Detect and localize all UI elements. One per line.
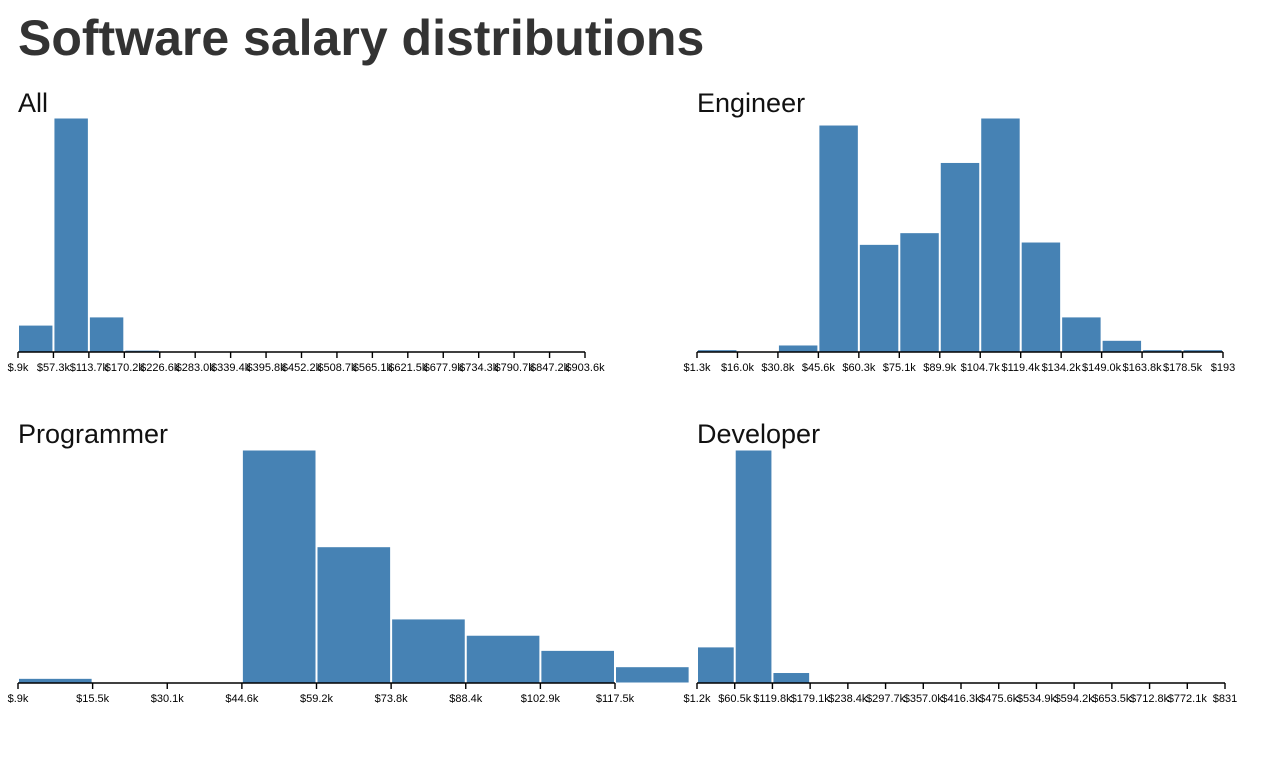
chart-panel-all: All $.9k $57.3k $113.7k $170.2k $226.6k $283.… <box>8 86 628 406</box>
chart-title-programmer: Programmer <box>18 419 169 449</box>
x-axis-tick-label: $.9k <box>8 693 29 705</box>
page-title: Software salary distributions <box>18 10 705 66</box>
x-axis-tick-label: $179.1k <box>791 693 831 705</box>
x-axis-tick-label: $163.8k <box>1122 362 1162 374</box>
histogram-bar <box>465 634 541 684</box>
histogram-bar <box>615 666 690 684</box>
histogram-bar <box>540 649 615 684</box>
histogram-programmer: $.9k $15.5k $30.1k $44.6k $59.2k $73.8k $88.4k… <box>8 449 690 705</box>
histogram-bar <box>818 124 859 353</box>
histogram-bar <box>697 646 735 684</box>
histogram-bar <box>980 117 1021 353</box>
x-axis-tick-label: $59.2k <box>300 693 334 705</box>
x-axis-tick-label: $903.6k <box>565 362 605 374</box>
x-axis-tick-label: $119.8k <box>753 693 792 705</box>
x-axis-tick-label: $102.9k <box>521 693 561 705</box>
x-axis-tick-label: $30.1k <box>151 693 185 705</box>
histogram-bar <box>1101 339 1143 353</box>
chart-panel-developer: Developer $1.2k $60.5k $119.8k $179.1k $238.… <box>684 417 1262 737</box>
x-axis-tick-label: $.9k <box>8 362 29 374</box>
x-axis-tick-label: $508.7k <box>317 362 357 374</box>
histogram-bar <box>316 546 392 684</box>
x-axis-tick-label: $45.6k <box>802 362 836 374</box>
x-axis-tick-label: $847.2k <box>530 362 570 374</box>
histogram-bar <box>241 449 317 684</box>
x-axis-tick-label: $677.9k <box>424 362 464 374</box>
x-axis-tick-label: $60.3k <box>842 362 876 374</box>
x-axis-tick-label: $565.1k <box>353 362 393 374</box>
histogram-bar <box>88 316 125 353</box>
x-axis-tick-label: $193 <box>1211 362 1235 374</box>
x-axis-tick-label: $790.7k <box>495 362 535 374</box>
x-axis-tick-label: $534.9k <box>1017 693 1057 705</box>
x-axis-tick-label: $149.0k <box>1082 362 1122 374</box>
histogram-bar <box>858 243 900 353</box>
x-axis-tick-label: $772.1k <box>1168 693 1208 705</box>
x-axis-tick-label: $1.3k <box>684 362 711 374</box>
x-axis-tick-label: $395.8k <box>246 362 286 374</box>
histogram-bar <box>53 117 89 353</box>
histogram-bar <box>18 324 54 353</box>
x-axis-tick-label: $16.0k <box>721 362 755 374</box>
x-axis-tick-label: $170.2k <box>105 362 145 374</box>
x-axis-tick-label: $238.4k <box>828 693 868 705</box>
histogram-bar <box>899 232 940 353</box>
histogram-bar <box>777 344 819 353</box>
histogram-all: $.9k $57.3k $113.7k$170.2k$226.6k$283.0k$3… <box>8 117 605 374</box>
x-axis-tick-label: $15.5k <box>76 693 110 705</box>
x-axis-tick-label: $60.5k <box>718 693 752 705</box>
x-axis-tick-label: $89.9k <box>923 362 957 374</box>
x-axis-tick-label: $57.3k <box>37 362 71 374</box>
chart-title-developer: Developer <box>697 419 821 449</box>
x-axis-tick-label: $117.5k <box>596 693 635 705</box>
histogram-bar <box>1061 316 1102 353</box>
chart-title-engineer: Engineer <box>697 88 806 118</box>
x-axis-tick-label: $178.5k <box>1163 362 1203 374</box>
x-axis-tick-label: $712.8k <box>1130 693 1170 705</box>
x-axis-tick-label: $134.2k <box>1042 362 1082 374</box>
histogram-bar <box>1020 241 1062 353</box>
x-axis-tick-label: $357.0k <box>904 693 944 705</box>
chart-panel-engineer: Engineer $1.3k $16.0k $30.8k $45.6k $60.3k $7… <box>684 86 1262 406</box>
histogram-bar <box>734 449 773 684</box>
x-axis-tick-label: $88.4k <box>449 693 483 705</box>
chart-title-all: All <box>18 88 49 118</box>
histogram-bar <box>939 161 981 353</box>
histogram-bar <box>772 672 811 684</box>
x-axis-tick-label: $113.7k <box>70 362 109 374</box>
x-axis-tick-label: $734.3k <box>459 362 499 374</box>
x-axis-tick-label: $30.8k <box>761 362 795 374</box>
x-axis-tick-label: $653.5k <box>1092 693 1132 705</box>
x-axis-tick-label: $73.8k <box>375 693 409 705</box>
x-axis-tick-label: $1.2k <box>684 693 711 705</box>
x-axis-tick-label: $44.6k <box>225 693 259 705</box>
histogram-developer: $1.2k $60.5k $119.8k$179.1k$238.4k$297.7k$… <box>684 449 1237 705</box>
x-axis-tick-label: $75.1k <box>883 362 917 374</box>
x-axis-tick-label: $475.6k <box>979 693 1019 705</box>
x-axis-tick-label: $226.6k <box>140 362 180 374</box>
histogram-engineer: $1.3k $16.0k $30.8k $45.6k $60.3k $75.1k $89.9… <box>684 117 1235 374</box>
x-axis-tick-label: $283.0k <box>176 362 216 374</box>
histogram-bar <box>391 618 466 684</box>
x-axis-tick-label: $416.3k <box>941 693 981 705</box>
x-axis-tick-label: $621.5k <box>388 362 428 374</box>
x-axis-tick-label: $594.2k <box>1055 693 1095 705</box>
x-axis-tick-label: $297.7k <box>866 693 906 705</box>
x-axis-tick-label: $452.2k <box>282 362 322 374</box>
chart-panel-programmer: Programmer $.9k $15.5k $30.1k $44.6k $59.2k $… <box>8 417 690 737</box>
x-axis-tick-label: $831 <box>1213 693 1237 705</box>
x-axis-tick-label: $339.4k <box>211 362 251 374</box>
x-axis-tick-label: $104.7k <box>961 362 1001 374</box>
x-axis-tick-label: $119.4k <box>1002 362 1041 374</box>
